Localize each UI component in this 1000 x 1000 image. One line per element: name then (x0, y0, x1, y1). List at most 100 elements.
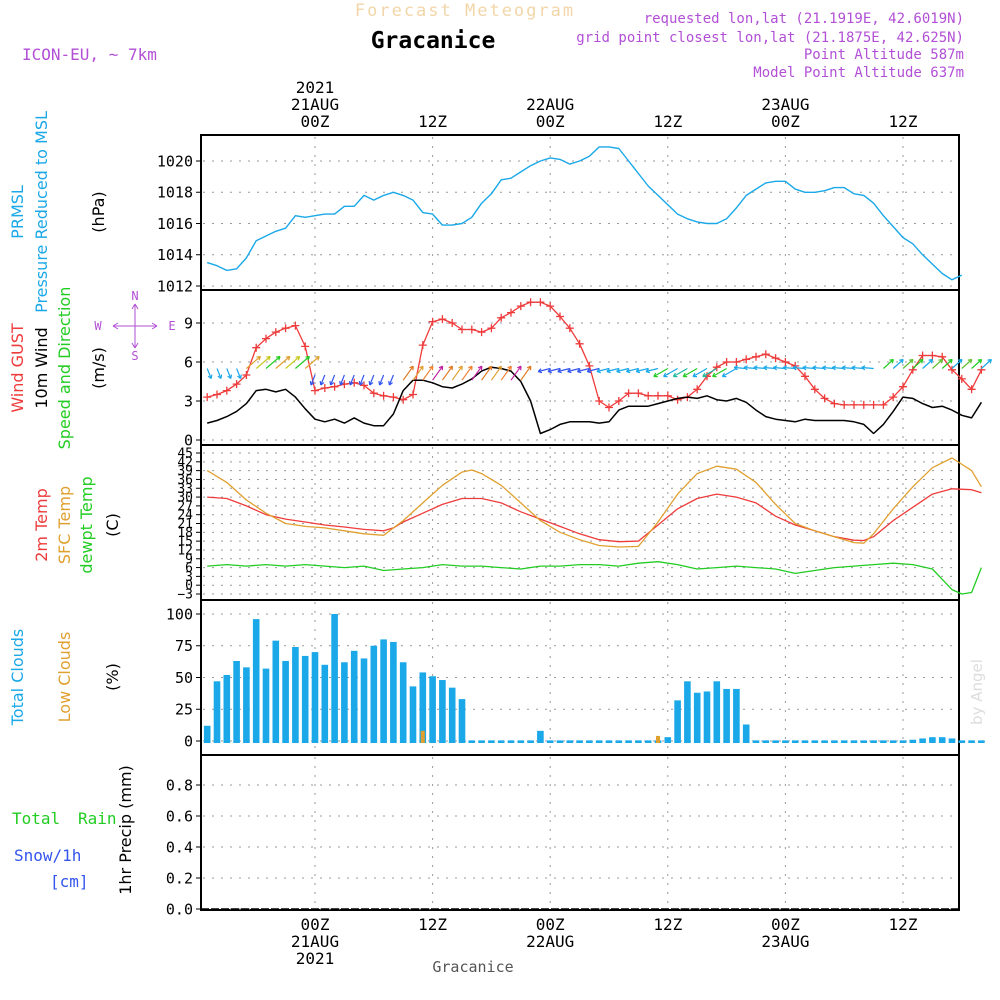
total-cloud-bar (292, 647, 299, 743)
wind-arrow-head (388, 380, 393, 386)
wind-direction-arrow (255, 356, 271, 369)
wind-direction-arrow (236, 368, 242, 379)
gust-marker (399, 395, 408, 404)
grid-point-coords: grid point closest lon,lat (21.1875E, 42… (576, 30, 964, 46)
wind-arrow-head (822, 365, 827, 371)
total-cloud-bar (595, 740, 603, 743)
gust-marker (801, 372, 809, 381)
total-cloud-bar (507, 740, 515, 743)
wind-direction-arrow (861, 366, 874, 370)
wind-arrow-head (702, 372, 707, 378)
total-cloud-bar (527, 740, 534, 743)
wind-direction-arrow (980, 359, 992, 369)
gust-marker (605, 403, 613, 412)
total-cloud-bar (262, 668, 270, 743)
gust-marker (516, 302, 525, 311)
gust-marker (771, 354, 780, 363)
gust-marker (948, 365, 956, 374)
temp-label-sfc: SFC Temp (55, 486, 74, 564)
wind-arrow-head (348, 380, 354, 386)
total-cloud-bar (801, 740, 809, 743)
gust-marker (477, 328, 486, 337)
wind-arrow-head (227, 374, 233, 379)
y-tick-label-temperature: 12 (177, 543, 193, 558)
wind-arrow-head (319, 380, 325, 386)
y-tick-label-temperature: 39 (177, 464, 193, 479)
wind-direction-arrow (500, 365, 512, 381)
wind-arrow-head (526, 365, 532, 371)
y-tick-label-wind: 3 (184, 392, 193, 410)
wind-arrow-head (358, 380, 364, 386)
gust-marker (222, 386, 231, 395)
gust-marker (967, 385, 976, 394)
total-cloud-bar (409, 686, 417, 743)
time-label-top: 00Z (301, 112, 330, 131)
total-cloud-bar (693, 692, 701, 743)
wind-direction-arrow (246, 356, 261, 369)
wind-direction-arrow (441, 365, 453, 381)
y-tick-label-temperature: 36 (177, 473, 193, 488)
total-cloud-bar (968, 740, 975, 743)
wind-arrow-head (743, 365, 748, 371)
wind-direction-arrow (388, 374, 394, 386)
wind-arrow-head (948, 358, 953, 364)
wind-direction-arrow (577, 367, 590, 373)
gust-marker (624, 389, 633, 398)
time-label-bottom: 23AUG (761, 932, 809, 951)
total-cloud-bar (684, 681, 691, 743)
total-cloud-bar (233, 660, 240, 743)
wind-arrow-head (487, 365, 493, 371)
panel-frame-pressure (200, 134, 960, 291)
y-tick-label-temperature: 30 (177, 491, 193, 506)
total-cloud-bar (889, 740, 897, 743)
wind-direction-arrow (636, 367, 649, 373)
watermark: by Angel (968, 659, 986, 725)
panel-frame-precipitation (200, 754, 960, 911)
total-cloud-bar (478, 740, 485, 743)
wind-arrow-head (616, 368, 621, 374)
cloud-unit: (%) (103, 663, 122, 691)
gust-marker (742, 355, 751, 364)
total-cloud-bar (615, 740, 623, 743)
wind-arrow-head (802, 365, 807, 371)
y-tick-label-clouds: 50 (175, 669, 193, 687)
wind-direction-arrow (304, 356, 320, 369)
total-cloud-bar (840, 740, 848, 743)
gust-marker (663, 391, 672, 400)
gust-marker (369, 389, 378, 398)
wind-arrow-head (409, 365, 414, 371)
wind-arrow-head (977, 358, 983, 364)
wind-arrow-head (733, 365, 739, 371)
wind-arrow-head (889, 358, 894, 364)
y-tick-label-temperature: 6 (185, 561, 193, 576)
total-cloud-bar (791, 740, 799, 743)
wind-direction-arrow (653, 367, 669, 378)
wind-direction-arrow (663, 367, 678, 378)
pressure-unit: (hPa) (89, 191, 108, 232)
requested-coords: requested lon,lat (21.1919E, 42.6019N) (644, 11, 964, 27)
total-cloud-bar (674, 700, 681, 743)
point-altitude: Point Altitude 587m (804, 47, 964, 63)
wind-arrow-head (458, 365, 463, 371)
wind-arrow-head (428, 365, 434, 371)
y-tick-label-clouds: 75 (175, 637, 193, 655)
total-cloud-bar (733, 688, 740, 743)
gust-marker (565, 324, 574, 333)
wind-direction-arrow (265, 356, 281, 369)
wind-arrow-head (537, 368, 543, 374)
wind-direction-arrow (892, 359, 904, 369)
total-cloud-bar (399, 662, 407, 743)
compass-rose-icon (112, 303, 158, 349)
wind-arrow-head (419, 365, 424, 371)
time-label-top: 12Z (418, 112, 447, 131)
gust-marker (634, 389, 643, 398)
wind-arrow-head (285, 355, 291, 361)
time-label-bottom: 12Z (653, 915, 682, 934)
y-tick-label-precipitation: 0.2 (166, 869, 193, 887)
total-cloud-bar (203, 725, 211, 743)
gust-marker (418, 341, 427, 350)
wind-direction-arrow (616, 367, 629, 373)
wind-direction-arrow (490, 365, 502, 381)
gust-marker (614, 397, 623, 405)
